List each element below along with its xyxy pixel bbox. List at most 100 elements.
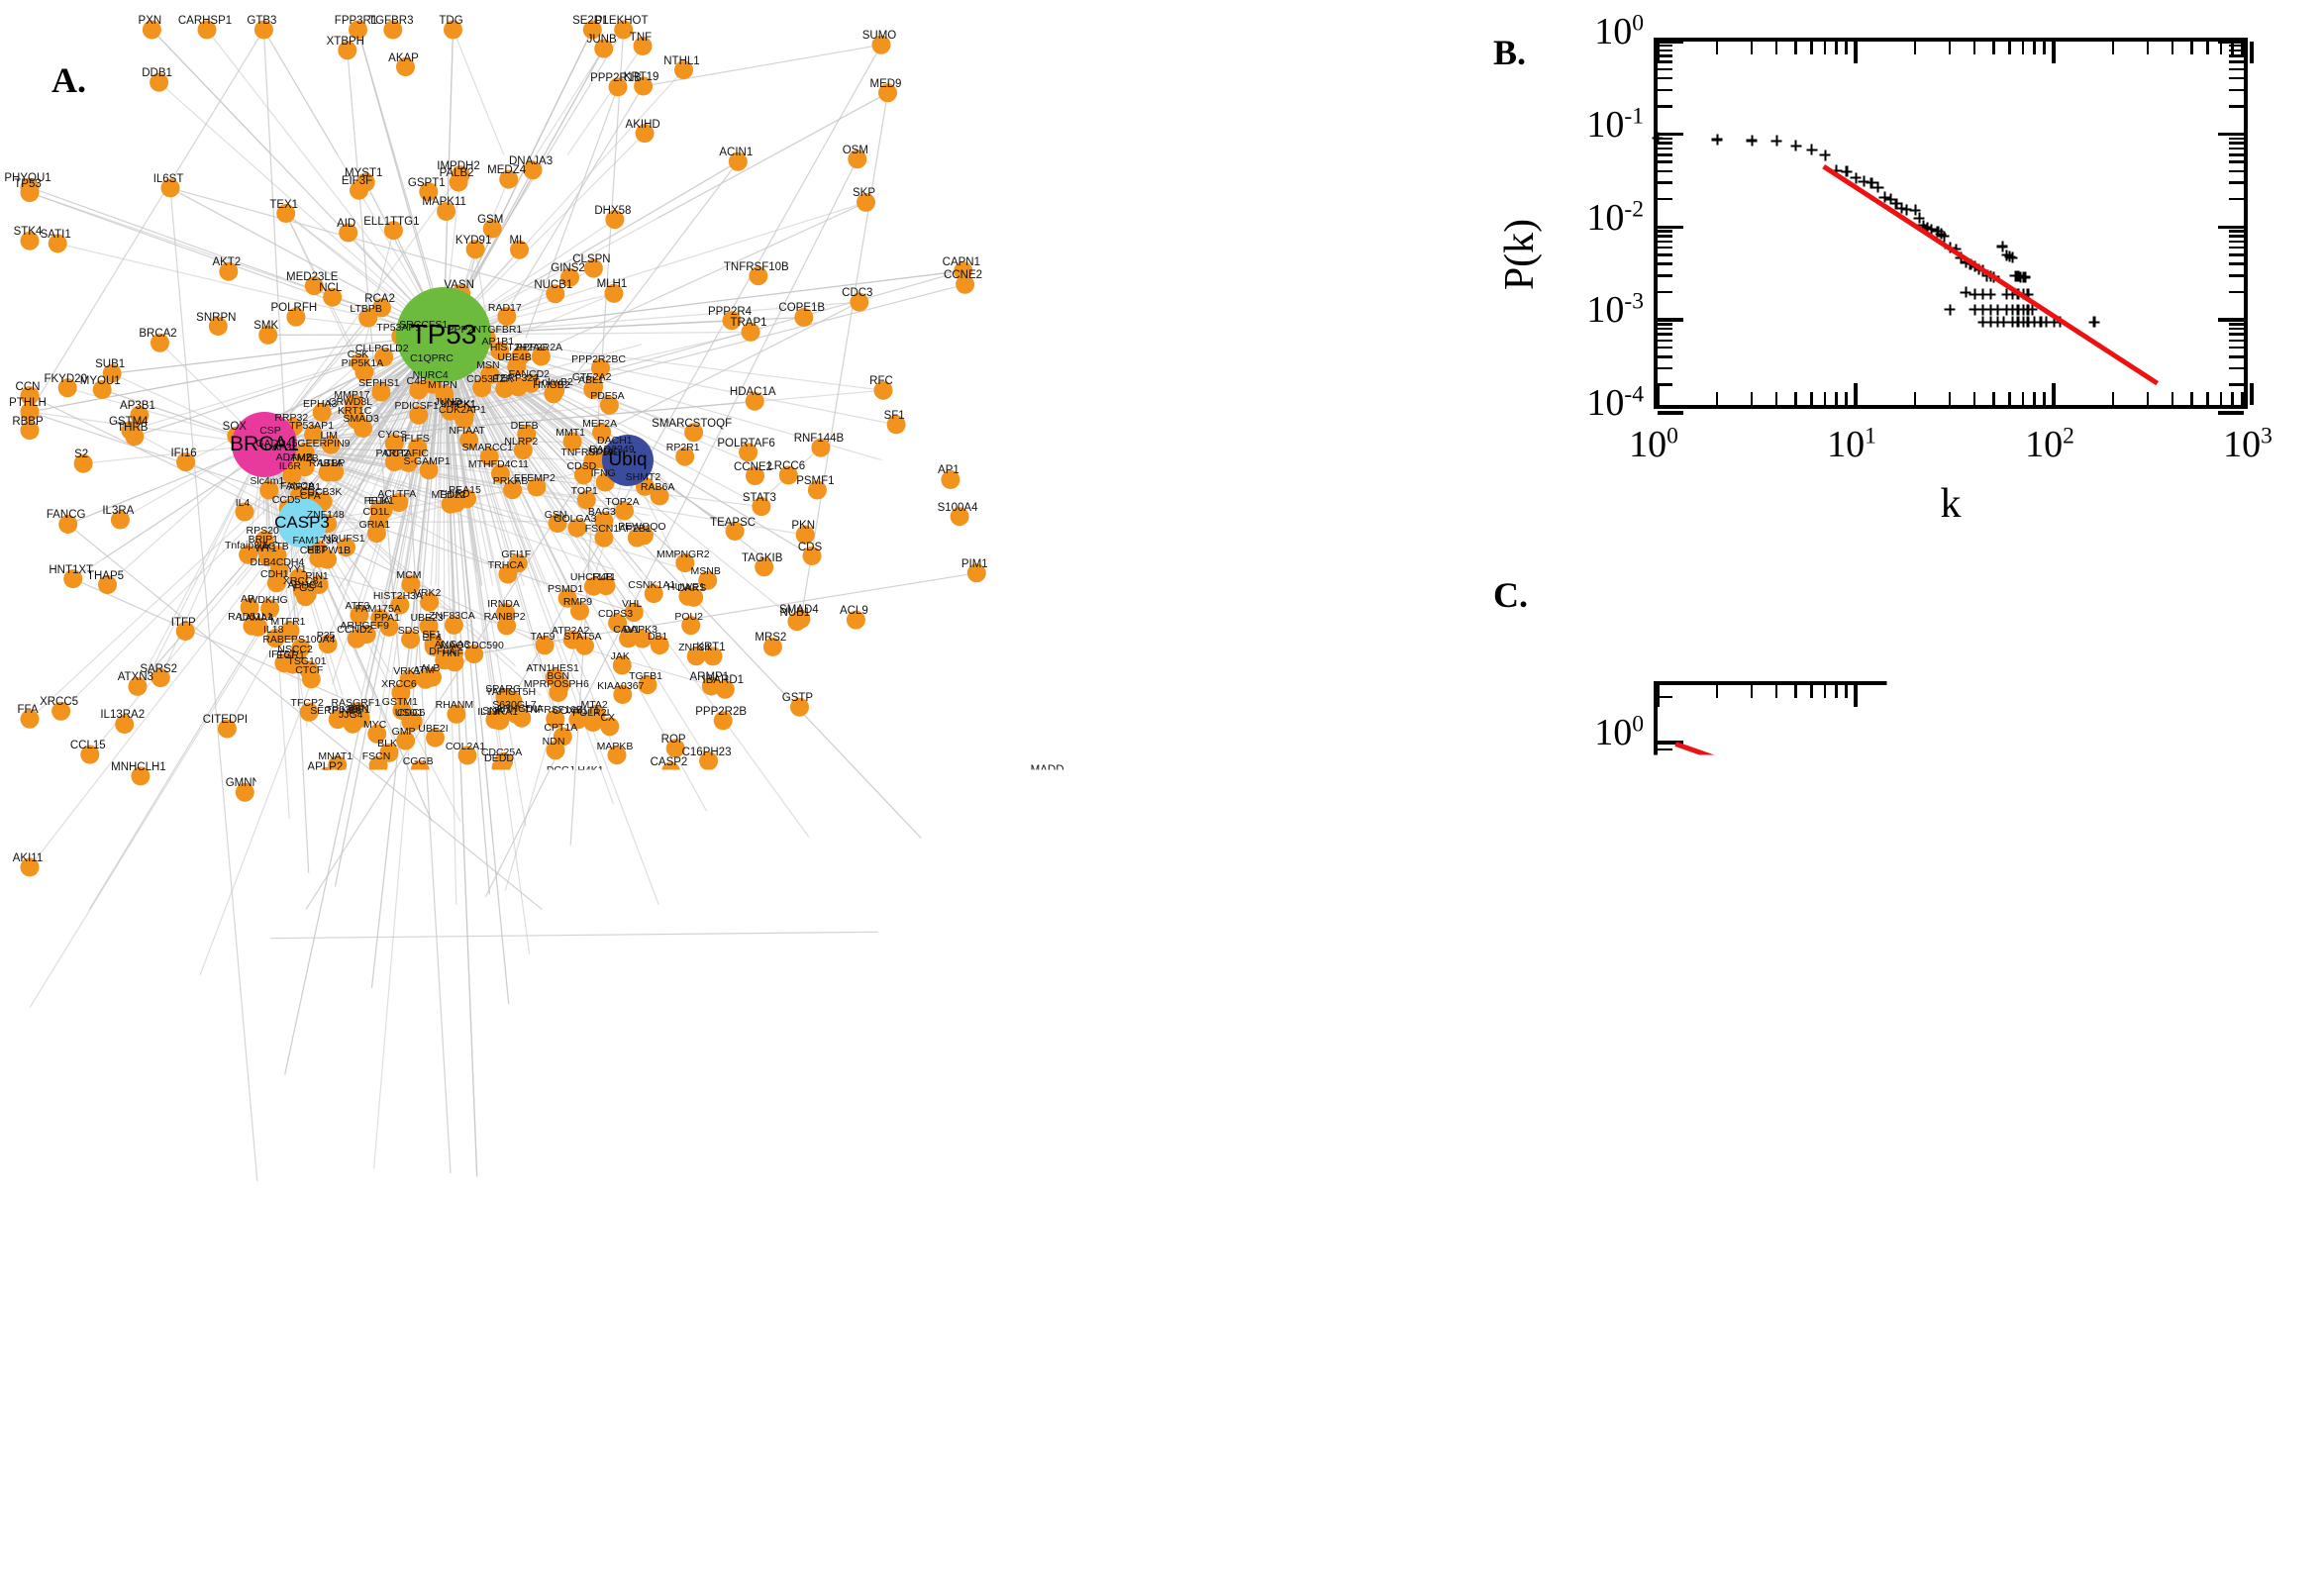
y-tick[interactable] bbox=[2229, 908, 2244, 911]
y-tick[interactable] bbox=[1658, 802, 1672, 805]
y-tick[interactable] bbox=[1658, 333, 1672, 336]
x-tick[interactable] bbox=[2052, 1017, 2056, 1039]
x-tick[interactable] bbox=[1914, 42, 1917, 54]
y-tick[interactable] bbox=[1658, 765, 1672, 768]
y-tick[interactable] bbox=[1658, 160, 1672, 163]
y-tick[interactable] bbox=[1658, 1200, 1672, 1203]
x-tick[interactable] bbox=[2112, 685, 2115, 698]
y-tick[interactable] bbox=[1658, 181, 1672, 184]
x-tick[interactable] bbox=[2052, 42, 2056, 63]
y-tick[interactable] bbox=[2229, 900, 2244, 903]
y-tick[interactable] bbox=[2229, 775, 2244, 778]
x-tick[interactable] bbox=[1835, 392, 1838, 405]
x-tick[interactable] bbox=[1992, 42, 1995, 54]
y-tick[interactable] bbox=[1658, 235, 1672, 238]
y-tick[interactable] bbox=[2229, 355, 2244, 358]
y-tick[interactable] bbox=[1658, 787, 1672, 790]
x-tick[interactable] bbox=[2231, 1053, 2234, 1066]
y-tick[interactable] bbox=[1658, 323, 1672, 326]
y-tick[interactable] bbox=[2229, 340, 2244, 343]
y-tick[interactable] bbox=[1658, 340, 1672, 343]
x-tick[interactable] bbox=[2033, 1053, 2036, 1066]
x-tick[interactable] bbox=[1810, 392, 1813, 405]
x-tick[interactable] bbox=[1775, 1026, 1778, 1039]
x-tick[interactable] bbox=[2112, 1026, 2115, 1039]
y-tick[interactable] bbox=[1658, 1279, 1672, 1282]
x-tick[interactable] bbox=[2241, 1026, 2244, 1039]
y-tick[interactable] bbox=[1658, 68, 1672, 71]
y-tick[interactable] bbox=[2229, 1279, 2244, 1282]
x-tick[interactable] bbox=[1751, 392, 1754, 405]
y-tick[interactable] bbox=[1658, 45, 1672, 48]
y-tick[interactable] bbox=[1658, 411, 1683, 415]
x-tick[interactable] bbox=[1656, 383, 1660, 405]
x-tick[interactable] bbox=[1751, 1053, 1754, 1066]
y-tick[interactable] bbox=[1658, 848, 1672, 850]
y-tick[interactable] bbox=[2229, 748, 2244, 751]
y-tick[interactable] bbox=[2229, 999, 2244, 1002]
y-tick[interactable] bbox=[1658, 153, 1672, 156]
x-tick[interactable] bbox=[1992, 685, 1995, 698]
x-tick[interactable] bbox=[2231, 1419, 2234, 1432]
y-tick[interactable] bbox=[2229, 274, 2244, 277]
y-tick[interactable] bbox=[2229, 235, 2244, 238]
x-tick[interactable] bbox=[2008, 685, 2011, 698]
y-tick[interactable] bbox=[2229, 383, 2244, 386]
x-tick[interactable] bbox=[2206, 392, 2209, 405]
x-tick[interactable] bbox=[2206, 1419, 2209, 1432]
y-tick[interactable] bbox=[1658, 355, 1672, 358]
y-tick[interactable] bbox=[2229, 153, 2244, 156]
y-tick[interactable] bbox=[2229, 328, 2244, 331]
x-tick[interactable] bbox=[1716, 1419, 1719, 1432]
y-tick[interactable] bbox=[1658, 696, 1672, 699]
x-tick[interactable] bbox=[1751, 1419, 1754, 1432]
x-tick[interactable] bbox=[2220, 1419, 2223, 1432]
x-tick[interactable] bbox=[2172, 685, 2174, 698]
y-tick[interactable] bbox=[2229, 60, 2244, 63]
x-tick[interactable] bbox=[1810, 42, 1813, 54]
x-tick[interactable] bbox=[2008, 1053, 2011, 1066]
y-tick[interactable] bbox=[2218, 411, 2244, 415]
x-tick[interactable] bbox=[1854, 1053, 1858, 1075]
x-tick[interactable] bbox=[2043, 1419, 2046, 1432]
x-tick[interactable] bbox=[2206, 1026, 2209, 1039]
y-tick[interactable] bbox=[2229, 1095, 2244, 1098]
x-tick[interactable] bbox=[2172, 1053, 2174, 1066]
y-tick[interactable] bbox=[1658, 328, 1672, 331]
x-tick[interactable] bbox=[2052, 1053, 2056, 1075]
y-tick[interactable] bbox=[2229, 45, 2244, 48]
x-tick[interactable] bbox=[1810, 685, 1813, 698]
y-tick[interactable] bbox=[1658, 900, 1672, 903]
y-tick[interactable] bbox=[2229, 138, 2244, 141]
x-tick[interactable] bbox=[1656, 1410, 1660, 1432]
x-tick[interactable] bbox=[1775, 392, 1778, 405]
x-tick[interactable] bbox=[2022, 42, 2025, 54]
y-tick[interactable] bbox=[1658, 999, 1672, 1002]
x-tick[interactable] bbox=[2220, 1053, 2223, 1066]
x-tick[interactable] bbox=[1794, 392, 1797, 405]
x-tick[interactable] bbox=[2250, 685, 2254, 707]
y-tick[interactable] bbox=[2229, 54, 2244, 57]
x-tick[interactable] bbox=[2190, 392, 2193, 405]
x-tick[interactable] bbox=[1810, 1026, 1813, 1039]
x-tick[interactable] bbox=[1656, 1017, 1660, 1039]
x-tick[interactable] bbox=[2008, 392, 2011, 405]
y-tick[interactable] bbox=[1658, 241, 1672, 244]
x-tick[interactable] bbox=[1949, 392, 1952, 405]
x-tick[interactable] bbox=[1992, 1053, 1995, 1066]
x-tick[interactable] bbox=[2241, 392, 2244, 405]
x-tick[interactable] bbox=[2190, 42, 2193, 54]
y-tick[interactable] bbox=[2229, 347, 2244, 349]
x-tick[interactable] bbox=[2033, 392, 2036, 405]
y-tick[interactable] bbox=[1658, 917, 1672, 920]
x-tick[interactable] bbox=[1914, 1419, 1917, 1432]
y-tick[interactable] bbox=[2229, 917, 2244, 920]
x-tick[interactable] bbox=[1845, 1026, 1848, 1039]
y-tick[interactable] bbox=[2229, 170, 2244, 173]
y-tick[interactable] bbox=[2218, 1173, 2244, 1177]
y-tick[interactable] bbox=[1658, 756, 1672, 759]
x-tick[interactable] bbox=[2206, 42, 2209, 54]
x-tick[interactable] bbox=[1854, 1410, 1858, 1432]
x-tick[interactable] bbox=[2043, 392, 2046, 405]
y-tick[interactable] bbox=[1658, 50, 1672, 52]
